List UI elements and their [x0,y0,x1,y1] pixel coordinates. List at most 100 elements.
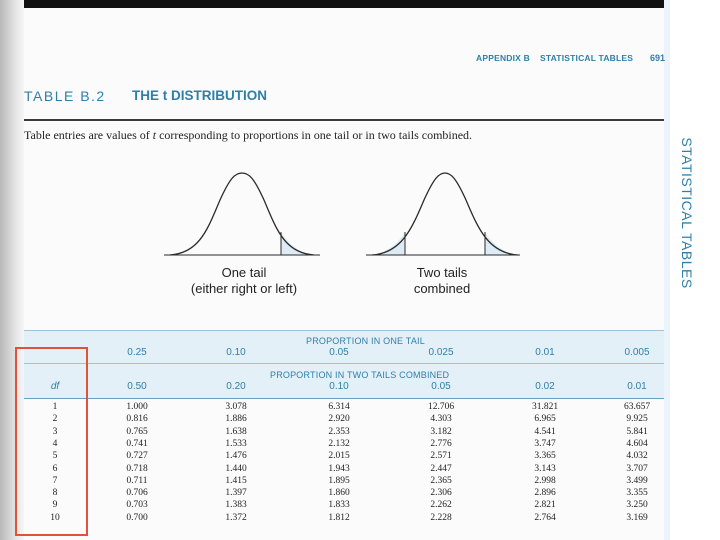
description-text-end: corresponding to proportions in one tail… [156,128,473,142]
table-cell: 0.741 [126,438,148,449]
two-tails-proportion-1: 0.50 [127,381,147,392]
description-text-start: Table entries are values of [24,128,153,142]
table-cell: 0.703 [126,500,148,511]
table-header-band [24,330,664,398]
two-tails-shade-left [374,232,405,255]
two-tails-proportion-5: 0.02 [535,381,555,392]
df-column-highlight [15,347,88,536]
side-tab: STATISTICAL TABLES [676,137,698,288]
table-cell: 1.895 [328,475,350,486]
table-cell: 3.182 [430,426,452,437]
table-number: TABLE B.2 [24,88,106,104]
running-head: APPENDIX B STATISTICAL TABLES [476,53,633,63]
one-tail-proportion-1: 0.25 [127,347,147,358]
table-cell: 0.700 [126,512,148,523]
one-tail-proportion-2: 0.10 [226,347,246,358]
page-gutter-shadow [0,0,24,540]
table-cell: 6.965 [534,414,556,425]
table-cell: 2.764 [534,512,556,523]
table-cell: 1.372 [225,512,247,523]
table-cell: 1.533 [225,438,247,449]
two-tails-proportion-6: 0.01 [627,381,647,392]
table-cell: 1.440 [225,463,247,474]
distribution-curves [164,172,520,256]
table-cell: 2.365 [430,475,452,486]
one-tail-proportion-6: 0.005 [624,347,650,358]
table-cell: 2.920 [328,414,350,425]
table-cell: 2.821 [534,500,556,511]
table-title: THE t DISTRIBUTION [132,88,267,103]
table-cell: 1.383 [225,500,247,511]
running-head-appendix: APPENDIX B [476,53,530,63]
table-cell: 3.499 [626,475,648,486]
one-tail-proportion-3: 0.05 [329,347,349,358]
table-cell: 9.925 [626,414,648,425]
margin-tint [664,0,670,540]
two-tails-column-header: PROPORTION IN TWO TAILS COMBINED [270,370,450,380]
two-tails-proportion-4: 0.05 [431,381,451,392]
header-rule-top [24,330,664,331]
table-cell: 3.143 [534,463,556,474]
page-number: 691 [650,53,666,63]
table-cell: 0.711 [126,475,148,486]
table-cell: 31.821 [531,402,559,412]
table-cell: 3.747 [534,438,556,449]
table-cell: 12.706 [427,402,455,412]
table-cell: 1.886 [225,414,247,425]
one-tail-proportion-5: 0.01 [535,347,555,358]
table-cell: 2.262 [430,500,452,511]
table-description: Table entries are values of t correspond… [24,128,472,143]
running-head-section: STATISTICAL TABLES [539,53,634,63]
two-tails-sublabel: combined [413,281,471,296]
one-tail-sublabel: (either right or left) [190,281,298,296]
table-cell: 3.250 [626,500,648,511]
table-cell: 0.706 [126,488,148,499]
df-value: 8 [52,488,58,499]
table-cell: 2.447 [430,463,452,474]
table-cell: 0.765 [126,426,148,437]
one-tail-label: One tail [221,265,267,280]
table-cell: 1.000 [126,402,148,412]
table-cell: 1.943 [328,463,350,474]
two-tails-proportion-2: 0.20 [226,381,246,392]
table-cell: 1.415 [225,475,247,486]
two-tails-shade-right [485,232,516,255]
table-cell: 1.397 [225,488,247,499]
table-cell: 2.306 [430,488,452,499]
table-cell: 2.896 [534,488,556,499]
one-tail-curve [169,172,315,256]
two-tails-curve [371,172,519,256]
two-tails-label: Two tails [416,265,468,280]
one-tail-column-header: PROPORTION IN ONE TAIL [306,336,425,346]
table-cell: 1.812 [328,512,350,523]
df-value: 7 [52,475,58,486]
df-value: 3 [52,426,58,437]
table-cell: 0.727 [126,451,148,462]
df-value: 4 [52,438,58,449]
header-rule-bottom [24,398,664,399]
table-cell: 2.571 [430,451,452,462]
one-tail-shade [281,232,312,255]
table-cell: 3.355 [626,488,648,499]
table-cell: 3.365 [534,451,556,462]
table-cell: 1.860 [328,488,350,499]
table-cell: 1.476 [225,451,247,462]
table-cell: 2.015 [328,451,350,462]
table-cell: 2.353 [328,426,350,437]
table-cell: 4.032 [626,451,648,462]
table-cell: 4.303 [430,414,452,425]
df-value: 6 [52,463,58,474]
df-value: 2 [52,414,58,425]
right-margin-strip [664,0,720,540]
two-tails-proportion-3: 0.10 [329,381,349,392]
table-cell: 5.841 [626,426,648,437]
table-cell: 2.132 [328,438,350,449]
df-value: 1 [52,402,58,412]
table-cell: 6.314 [328,402,350,412]
table-cell: 63.657 [623,402,651,412]
description-variable: t [152,128,157,142]
top-rule [24,0,664,8]
table-cell: 3.078 [225,402,247,412]
table-cell: 3.707 [626,463,648,474]
